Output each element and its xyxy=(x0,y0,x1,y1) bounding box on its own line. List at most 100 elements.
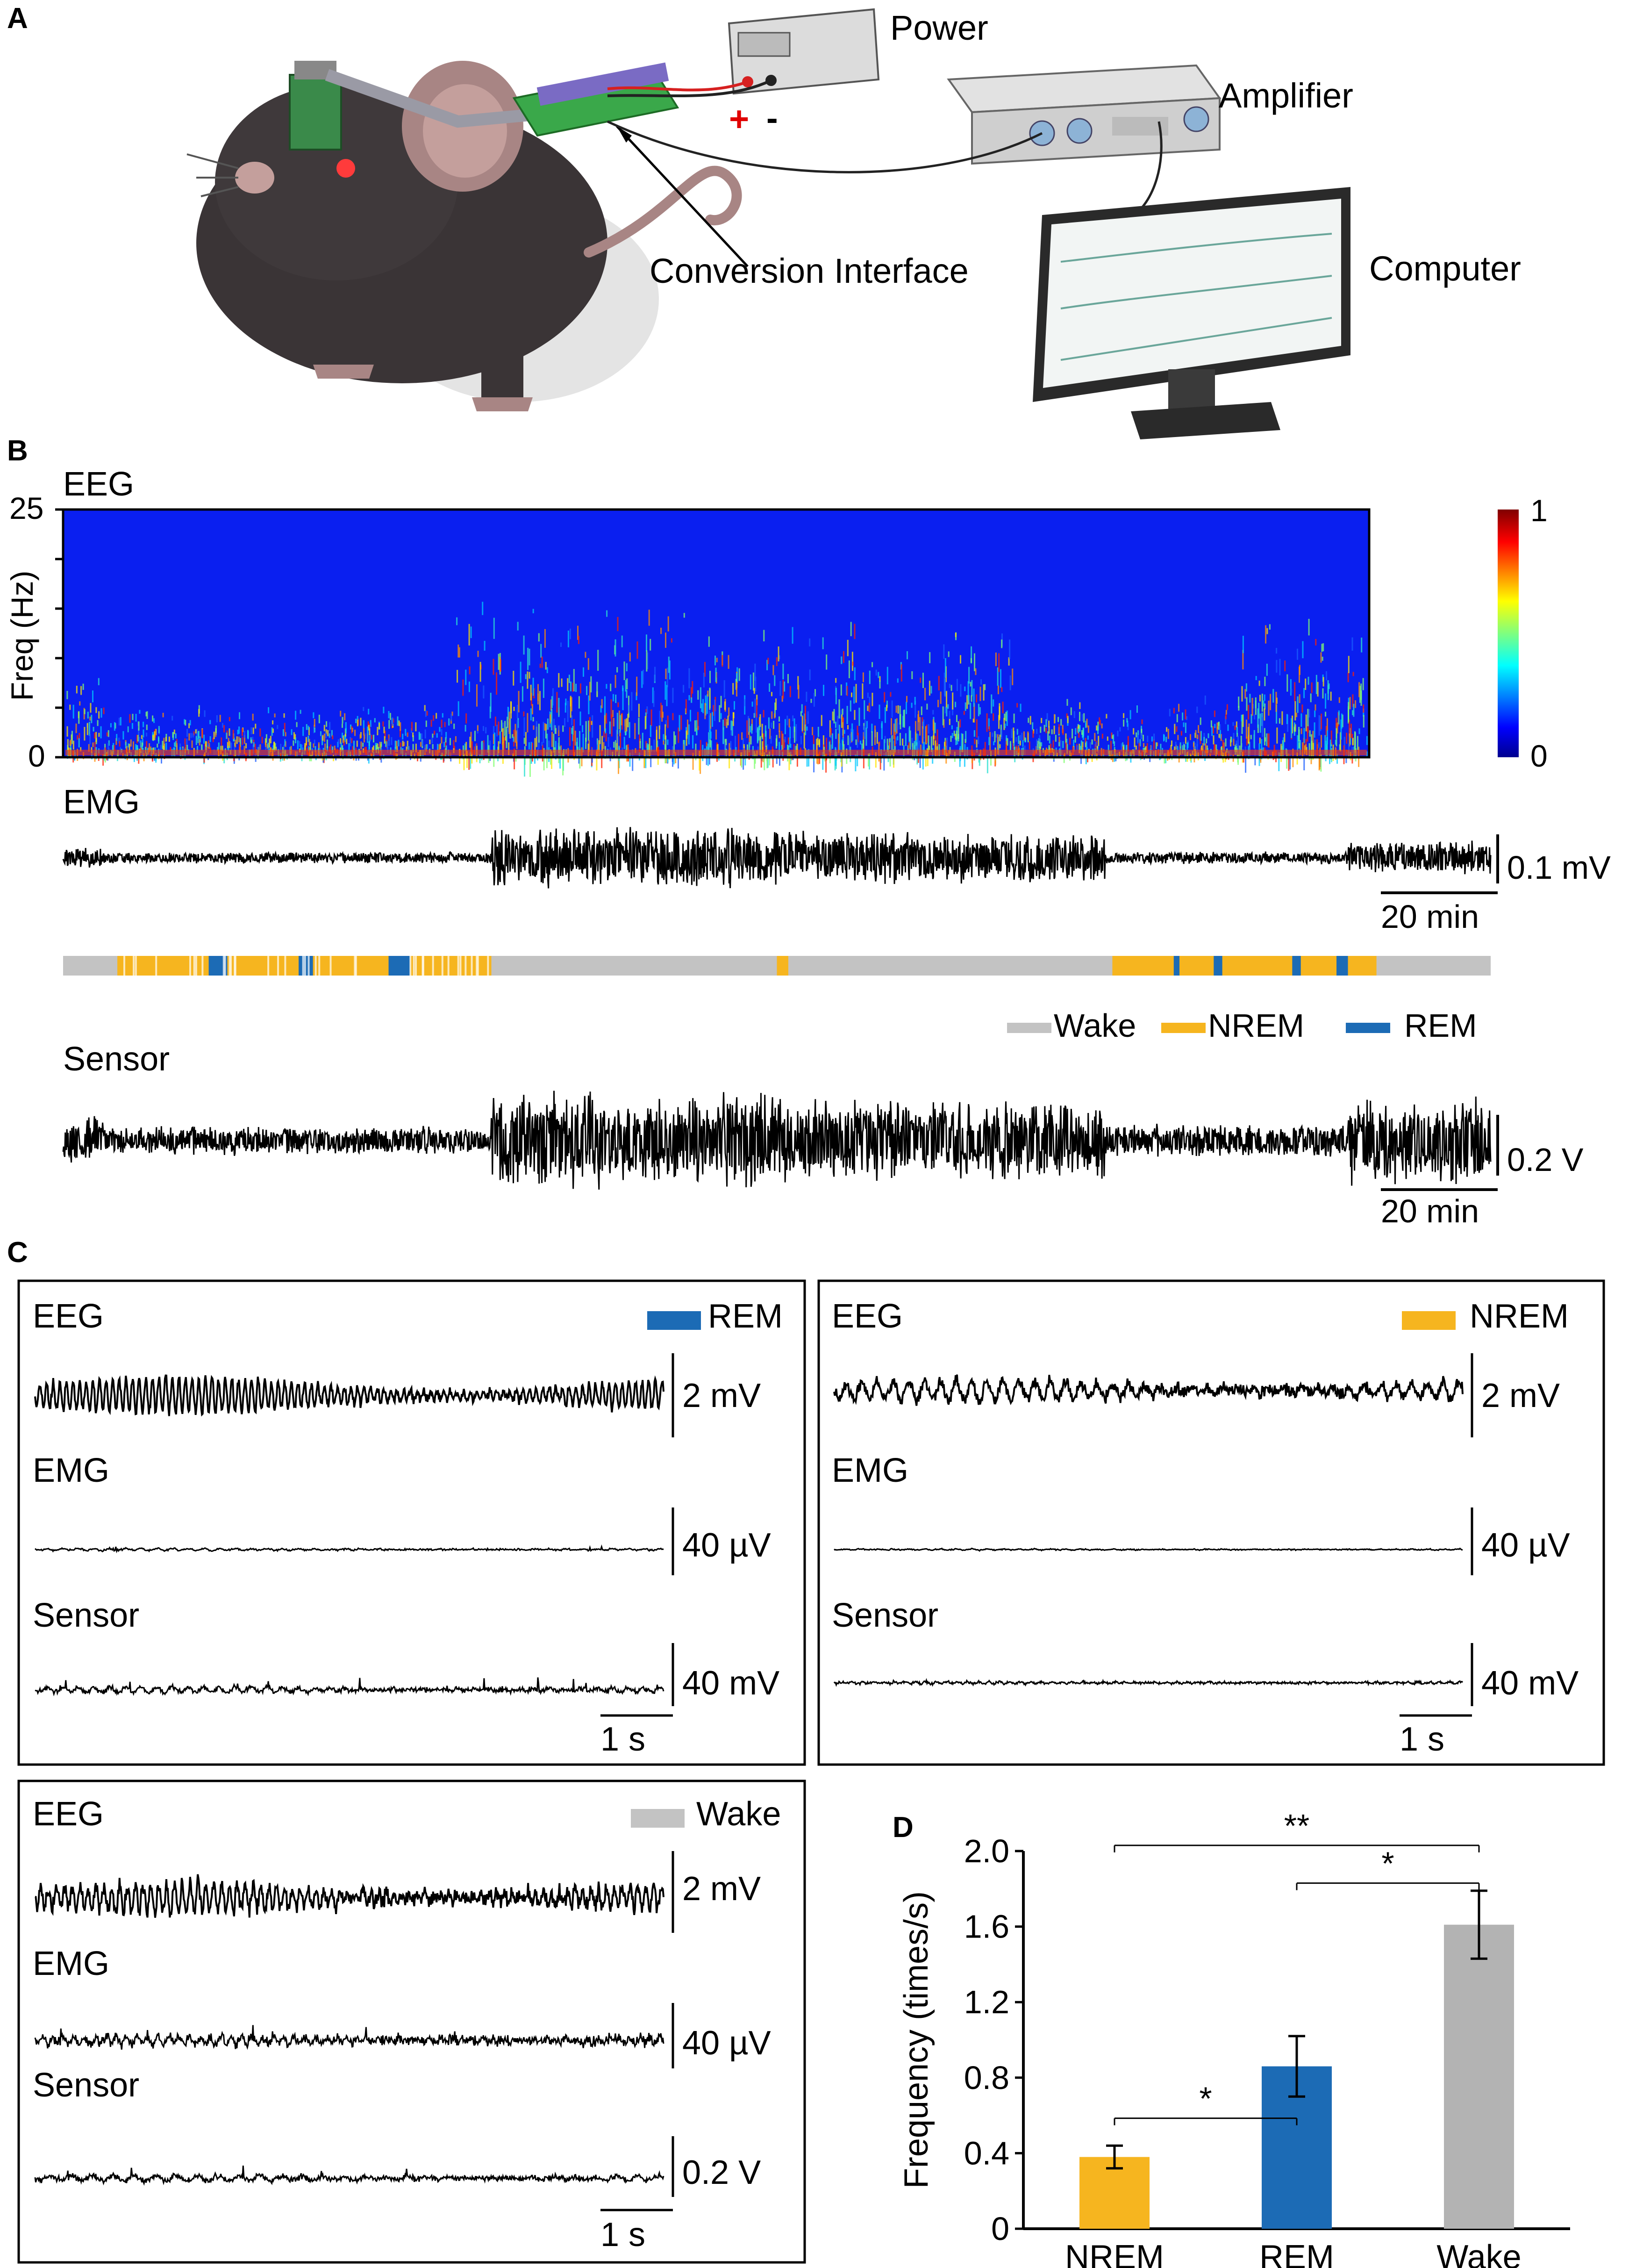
nrem-emg-label: EMG xyxy=(832,1452,908,1489)
wake-eeg-scale: 2 mV xyxy=(682,1870,761,1908)
rem-eeg-scale: 2 mV xyxy=(682,1377,761,1414)
rem-swatch xyxy=(647,1311,701,1330)
signal-cable xyxy=(607,120,1043,173)
colorbar-tick-0: 0 xyxy=(1530,739,1548,773)
emg-amp-scale: 0.1 mV xyxy=(1507,849,1611,886)
rem-emg-scale: 40 µV xyxy=(682,1527,771,1564)
y-tick-label: 0 xyxy=(991,2211,1009,2247)
wake-swatch xyxy=(631,1809,685,1828)
mouse-tail xyxy=(584,165,742,258)
conversion-interface-arrowhead xyxy=(617,126,632,143)
mouse-eye-implant xyxy=(336,159,355,178)
eeg-title: EEG xyxy=(63,466,134,503)
x-tick-label-wake: Wake xyxy=(1436,2239,1521,2268)
mouse-whiskers xyxy=(186,153,239,197)
y-tick-label: 1.6 xyxy=(964,1909,1009,1945)
spectrogram-area xyxy=(63,510,1369,757)
spectrogram xyxy=(62,508,1371,777)
spectrogram-y-axis xyxy=(55,508,63,759)
wake-sensor-scale: 0.2 V xyxy=(682,2154,761,2191)
spectrogram-power xyxy=(65,602,1368,777)
wake-state-label: Wake xyxy=(696,1795,781,1833)
emg-trace xyxy=(62,827,1492,889)
plus-label: + xyxy=(729,100,749,138)
colorbar-tick-1: 1 xyxy=(1530,493,1548,528)
rem-sensor-trace xyxy=(35,1677,664,1697)
legend-nrem: NREM xyxy=(1208,1007,1304,1044)
y-tick-label: 1.2 xyxy=(964,1984,1009,2020)
significance-label: * xyxy=(1199,2081,1212,2117)
mouse-ear-inner xyxy=(423,84,507,178)
y-axis-label: Frequency (times/s) xyxy=(898,1891,935,2189)
mouse-hind-paw xyxy=(472,397,533,411)
nrem-sensor-trace xyxy=(833,1678,1464,1687)
legend-rem: REM xyxy=(1404,1007,1477,1044)
rem-eeg-label: EEG xyxy=(33,1298,104,1335)
wake-emg-label: EMG xyxy=(33,1945,109,1982)
rem-emg-trace xyxy=(35,1544,664,1553)
nrem-sensor-scale: 40 mV xyxy=(1481,1665,1579,1702)
rem-sensor-label: Sensor xyxy=(33,1597,139,1634)
spectrogram-frame xyxy=(62,508,1371,759)
nrem-state-label: NREM xyxy=(1470,1298,1569,1335)
conversion-interface-label: Conversion Interface xyxy=(650,251,969,290)
significance-label: ** xyxy=(1284,1808,1309,1844)
legend-wake: Wake xyxy=(1054,1007,1136,1044)
y-tick-label: 0.8 xyxy=(964,2060,1009,2096)
mouse-nose xyxy=(235,162,274,194)
nrem-sensor-label: Sensor xyxy=(832,1597,938,1634)
x-tick-label-nrem: NREM xyxy=(1065,2239,1164,2268)
nrem-eeg-trace xyxy=(833,1374,1464,1406)
power-label: Power xyxy=(890,8,988,47)
nrem-eeg-scale: 2 mV xyxy=(1481,1377,1560,1414)
mouse-hind-leg xyxy=(481,318,523,397)
legend-rem-swatch xyxy=(1346,1023,1390,1033)
headstage-board xyxy=(289,74,342,151)
rem-box xyxy=(17,1279,806,1766)
rem-sensor-scale: 40 mV xyxy=(682,1665,779,1702)
spec-ytick-25: 25 xyxy=(9,491,43,525)
amplifier-label: Amplifier xyxy=(1219,76,1353,115)
sensor-title: Sensor xyxy=(63,1041,170,1078)
nrem-box xyxy=(817,1279,1605,1766)
sensor-time-scale: 20 min xyxy=(1381,1193,1479,1229)
wake-eeg-label: EEG xyxy=(33,1795,104,1833)
conversion-interface-pointer xyxy=(616,125,749,267)
wake-emg-scale: 40 µV xyxy=(682,2024,771,2062)
nrem-swatch xyxy=(1402,1311,1456,1330)
panel-label-c: C xyxy=(7,1236,28,1269)
emg-time-scale: 20 min xyxy=(1381,898,1479,935)
mouse-front-paw xyxy=(313,365,374,379)
y-tick-label: 2.0 xyxy=(964,1833,1009,1869)
significance-label: * xyxy=(1381,1845,1394,1882)
amplifier xyxy=(947,64,1222,165)
frequency-bar-chart: 0 0.4 0.8 1.2 1.6 2.0 Frequency (times/s) NREM R… xyxy=(898,1808,1570,2268)
rem-eeg-trace xyxy=(34,1374,664,1417)
hypnogram xyxy=(63,956,1491,976)
sensor-trace xyxy=(62,1091,1492,1190)
nrem-time-scale: 1 s xyxy=(1400,1721,1444,1758)
wake-time-scale: 1 s xyxy=(600,2216,645,2254)
computer-monitor xyxy=(1033,187,1350,439)
panel-label-a: A xyxy=(7,2,28,35)
legend-wake-swatch xyxy=(1007,1023,1051,1033)
wake-eeg-trace xyxy=(35,1874,664,1918)
wake-sensor-trace xyxy=(34,2165,664,2186)
power-cable-red xyxy=(607,80,748,92)
colorbar xyxy=(1498,510,1519,757)
wake-box xyxy=(17,1780,806,2264)
mouse-illustration xyxy=(186,61,742,411)
power-cable-black xyxy=(607,79,772,98)
x-tick-label-rem: REM xyxy=(1259,2239,1334,2268)
state-legend: Wake NREM REM xyxy=(1007,1007,1477,1044)
rem-state-label: REM xyxy=(708,1298,783,1335)
emg-title: EMG xyxy=(63,783,140,821)
wake-emg-trace xyxy=(34,2025,664,2050)
sensor-amp-scale: 0.2 V xyxy=(1507,1141,1584,1178)
computer-label: Computer xyxy=(1369,249,1521,288)
legend-nrem-swatch xyxy=(1161,1023,1206,1033)
nrem-emg-trace xyxy=(834,1547,1463,1552)
rem-time-scale: 1 s xyxy=(600,1721,645,1758)
minus-label: - xyxy=(766,99,778,137)
panel-label-b: B xyxy=(7,435,28,467)
